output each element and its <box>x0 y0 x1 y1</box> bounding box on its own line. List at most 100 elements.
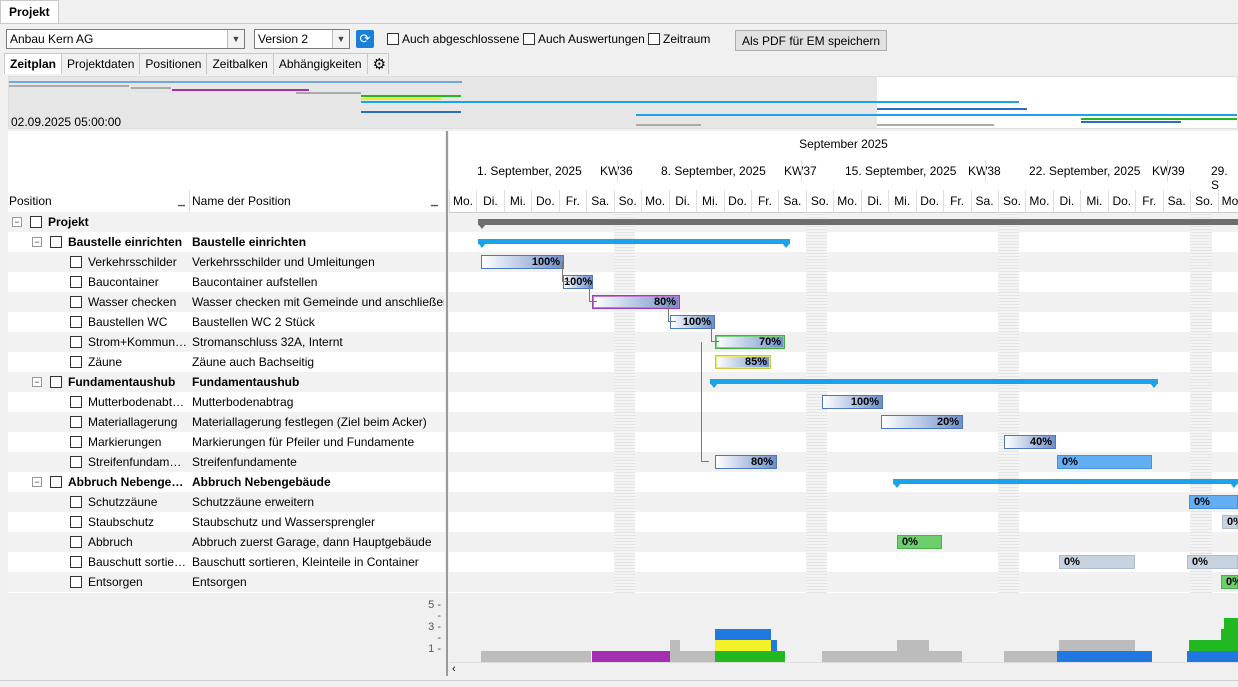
save-pdf-button[interactable]: Als PDF für EM speichern <box>735 30 888 51</box>
checkbox-box[interactable] <box>387 33 399 45</box>
grid-row[interactable]: Baucontainer Baucontainer aufstellen <box>8 272 445 292</box>
column-header-position[interactable]: Position <box>9 194 52 208</box>
grid-row[interactable]: Staubschutz Staubschutz und Wassersprengl… <box>8 512 445 532</box>
day-label: Sa. <box>970 190 998 212</box>
task-bar[interactable]: 100% <box>481 255 564 269</box>
row-checkbox[interactable] <box>70 356 82 368</box>
grid-row[interactable]: Markierungen Markierungen für Pfeiler und… <box>8 432 445 452</box>
row-checkbox[interactable] <box>50 236 62 248</box>
checkbox-range[interactable]: Zeitraum <box>648 32 710 46</box>
row-name: Staubschutz und Wassersprengler <box>192 515 375 529</box>
grid-row[interactable]: Schutzzäune Schutzzäune erweitern <box>8 492 445 512</box>
row-checkbox[interactable] <box>70 436 82 448</box>
grid-row[interactable]: Entsorgen Entsorgen <box>8 572 445 592</box>
task-bar[interactable]: 40% <box>1004 435 1056 449</box>
task-bar[interactable]: 0% <box>1057 455 1152 469</box>
row-checkbox[interactable] <box>70 316 82 328</box>
row-checkbox[interactable] <box>50 476 62 488</box>
grid-row[interactable]: Wasser checken Wasser checken mit Gemeind… <box>8 292 445 312</box>
checkbox-evaluations[interactable]: Auch Auswertungen <box>523 32 645 46</box>
summary-bar[interactable] <box>893 479 1238 488</box>
day-label: So. <box>613 190 641 212</box>
row-checkbox[interactable] <box>50 376 62 388</box>
grid-row[interactable]: Baustellen WC Baustellen WC 2 Stück <box>8 312 445 332</box>
row-checkbox[interactable] <box>70 516 82 528</box>
column-menu-icon[interactable]: ▁ <box>178 196 185 206</box>
grid-row[interactable]: Materiallagerung Materiallagerung festleg… <box>8 412 445 432</box>
row-checkbox[interactable] <box>70 496 82 508</box>
column-menu-icon[interactable]: ▁ <box>431 196 438 206</box>
grid-row[interactable]: Abbruch Abbruch zuerst Garage, dann Haupt… <box>8 532 445 552</box>
row-checkbox[interactable] <box>70 296 82 308</box>
window-tab-projekt[interactable]: Projekt <box>0 0 59 24</box>
grid-row[interactable]: Mutterbodenabtrag Mutterbodenabtrag <box>8 392 445 412</box>
column-header-name[interactable]: Name der Position <box>192 194 291 208</box>
grid-row[interactable]: − Baustelle einrichten Baustelle einrichte… <box>8 232 445 252</box>
histogram-bar <box>897 640 929 662</box>
project-bar[interactable] <box>478 219 1238 229</box>
collapse-icon[interactable]: − <box>32 237 42 247</box>
tab-abhaengigkeiten[interactable]: Abhängigkeiten <box>272 53 368 74</box>
splitter[interactable] <box>446 131 448 676</box>
task-bar[interactable]: 100% <box>822 395 883 409</box>
tab-positionen[interactable]: Positionen <box>139 53 208 74</box>
row-checkbox[interactable] <box>70 256 82 268</box>
task-bar[interactable]: 0% <box>1189 495 1238 509</box>
task-bar[interactable]: 0% <box>1187 555 1238 569</box>
collapse-icon[interactable]: − <box>32 477 42 487</box>
grid-row[interactable]: Verkehrsschilder Verkehrsschilder und Uml… <box>8 252 445 272</box>
tab-zeitplan[interactable]: Zeitplan <box>4 53 63 74</box>
grid-row[interactable]: − Projekt <box>8 212 445 232</box>
version-select[interactable]: Version 2 ▼ <box>254 29 350 49</box>
task-bar[interactable]: 70% <box>715 335 785 349</box>
task-bar[interactable]: 85% <box>715 355 771 369</box>
row-checkbox[interactable] <box>30 216 42 228</box>
row-checkbox[interactable] <box>70 576 82 588</box>
row-checkbox[interactable] <box>70 536 82 548</box>
gantt-chart[interactable]: September 2025 1. September, 2025 KW36 8. … <box>449 131 1238 593</box>
overview-line <box>636 124 701 126</box>
scroll-left-icon[interactable]: ‹ <box>452 663 456 675</box>
row-checkbox[interactable] <box>70 416 82 428</box>
task-bar[interactable]: 20% <box>881 415 963 429</box>
grid-row[interactable]: Streifenfundamente Streifenfundamente <box>8 452 445 472</box>
task-bar[interactable]: 100% <box>563 275 593 289</box>
task-bar[interactable]: 0% <box>897 535 942 549</box>
row-name: Abbruch Nebengebäude <box>192 475 331 489</box>
gear-icon[interactable]: ⚙ <box>366 53 389 74</box>
row-checkbox[interactable] <box>70 396 82 408</box>
grid-row[interactable]: Strom+Kommunik... Stromanschluss 32A, Int… <box>8 332 445 352</box>
collapse-icon[interactable]: − <box>32 377 42 387</box>
grid-row[interactable]: − Fundamentaushub Fundamentaushub <box>8 372 445 392</box>
histogram-tick: 1 - <box>428 643 441 655</box>
task-bar[interactable]: 0% <box>1222 515 1238 529</box>
task-bar[interactable]: 0% <box>1221 575 1238 589</box>
tab-projektdaten[interactable]: Projektdaten <box>61 53 141 74</box>
refresh-icon[interactable]: ⟳ <box>356 30 374 48</box>
row-checkbox[interactable] <box>70 336 82 348</box>
grid-row[interactable]: − Abbruch Nebengebäu... Abbruch Nebengebäu… <box>8 472 445 492</box>
column-separator[interactable] <box>189 190 190 212</box>
task-bar[interactable]: 80% <box>592 295 680 309</box>
task-bar[interactable]: 0% <box>1059 555 1135 569</box>
weekend-band <box>805 212 828 593</box>
summary-bar[interactable] <box>710 379 1158 388</box>
grid-row[interactable]: Bauschutt sortieren Bauschutt sortieren, … <box>8 552 445 572</box>
row-checkbox[interactable] <box>70 456 82 468</box>
horizontal-scrollbar[interactable]: ‹ <box>449 662 1238 676</box>
row-checkbox[interactable] <box>70 556 82 568</box>
checkbox-closed[interactable]: Auch abgeschlossene <box>387 32 519 46</box>
collapse-icon[interactable]: − <box>12 217 22 227</box>
checkbox-box[interactable] <box>523 33 535 45</box>
task-bar[interactable]: 100% <box>670 315 715 329</box>
tab-zeitbalken[interactable]: Zeitbalken <box>206 53 274 74</box>
timeline-overview[interactable]: 02.09.2025 05:00:00 <box>8 76 1238 129</box>
row-checkbox[interactable] <box>70 276 82 288</box>
chevron-down-icon[interactable]: ▼ <box>332 30 349 48</box>
grid-row[interactable]: Zäune Zäune auch Bachseitig <box>8 352 445 372</box>
chevron-down-icon[interactable]: ▼ <box>227 30 244 48</box>
checkbox-box[interactable] <box>648 33 660 45</box>
task-bar[interactable]: 80% <box>715 455 777 469</box>
project-select[interactable]: Anbau Kern AG ▼ <box>6 29 245 49</box>
summary-bar[interactable] <box>478 239 790 248</box>
